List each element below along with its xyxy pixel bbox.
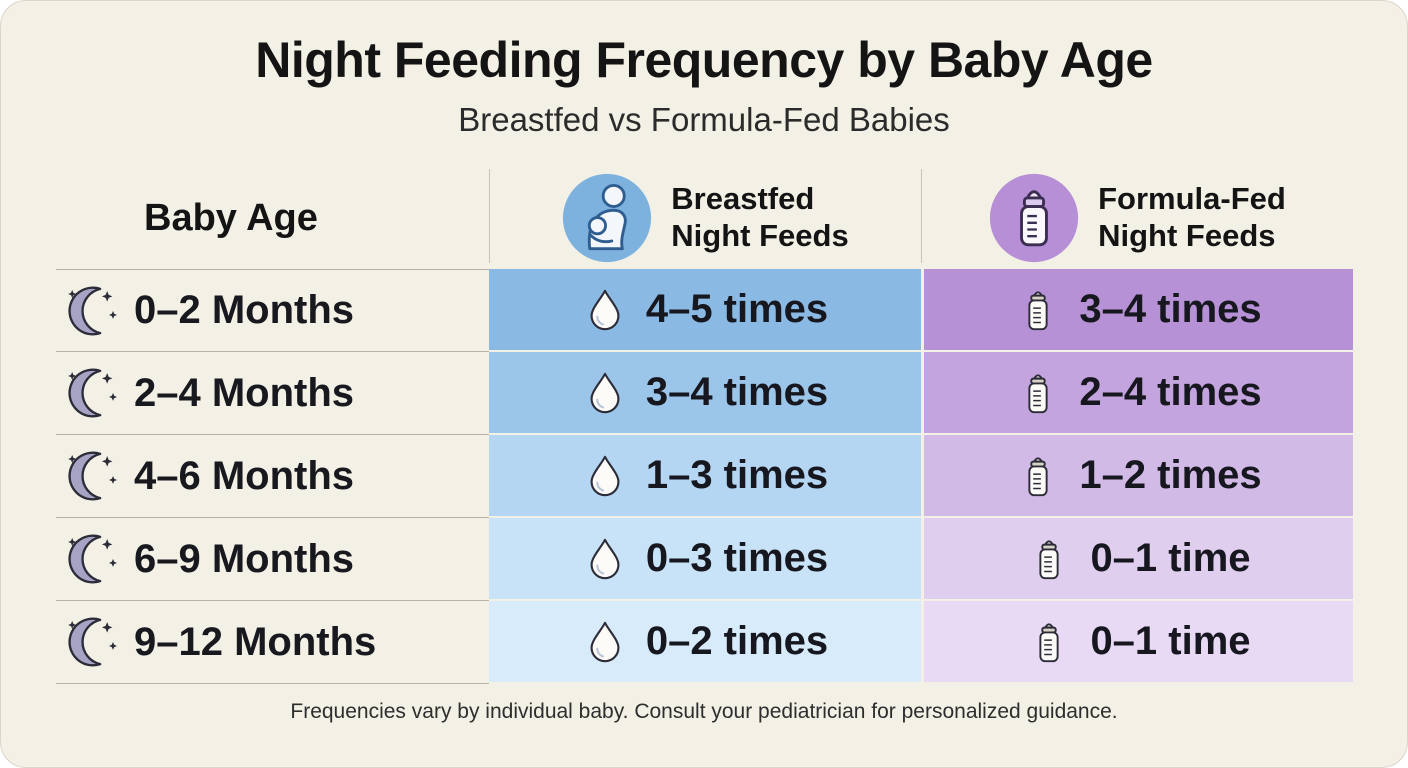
breastfed-cell: 1–3 times: [489, 435, 921, 518]
formula-cell: 1–2 times: [921, 435, 1353, 518]
breastfed-cell: 4–5 times: [489, 269, 921, 352]
milk-drop-icon: [582, 536, 628, 582]
age-label: 2–4 Months: [134, 370, 355, 415]
page-title: Night Feeding Frequency by Baby Age: [255, 32, 1153, 88]
age-cell: 0–2 Months: [56, 269, 489, 352]
baby-bottle-icon: [1026, 536, 1072, 582]
breastfed-value: 0–3 times: [645, 536, 829, 580]
crescent-moon-icon: [64, 365, 120, 421]
formula-cell: 0–1 time: [921, 518, 1353, 601]
crescent-moon-icon: [64, 614, 120, 670]
formula-value: 2–4 times: [1079, 370, 1262, 414]
age-cell: 9–12 Months: [56, 601, 489, 684]
breastfed-value: 0–2 times: [645, 619, 829, 663]
breastfed-cell: 0–2 times: [489, 601, 921, 684]
breastfed-cell: 3–4 times: [489, 352, 921, 435]
age-label: 0–2 Months: [134, 288, 355, 332]
column-header-formula: Formula-Fed Night Feeds: [921, 167, 1353, 269]
table-row: 9–12 Months 0–2 times 0–1 time: [56, 601, 1353, 684]
header-divider: [489, 169, 490, 263]
baby-bottle-icon: [1015, 370, 1061, 416]
crescent-moon-icon: [64, 448, 120, 504]
header-divider: [921, 169, 922, 263]
breastfed-value: 4–5 times: [645, 287, 829, 331]
baby-bottle-icon: [988, 172, 1080, 264]
table-row: 2–4 Months 3–4 times 2–4 times: [56, 352, 1353, 435]
table-header-row: Baby Age Breastfed Night Feeds Formula-F…: [56, 167, 1353, 269]
formula-cell: 3–4 times: [921, 269, 1353, 352]
column-header-baby-age: Baby Age: [144, 196, 318, 239]
page-subtitle: Breastfed vs Formula-Fed Babies: [458, 101, 950, 138]
formula-value: 0–1 time: [1090, 619, 1251, 663]
breastfed-value: 1–3 times: [645, 453, 829, 497]
nursing-mother-icon: [561, 172, 653, 264]
age-label: 6–9 Months: [134, 536, 355, 581]
table-row: 0–2 Months 4–5 times 3–4 times: [56, 269, 1353, 352]
age-cell: 4–6 Months: [56, 435, 489, 518]
breastfed-cell: 0–3 times: [489, 518, 921, 601]
column-header-breastfed: Breastfed Night Feeds: [489, 167, 921, 269]
feeding-frequency-table: Baby Age Breastfed Night Feeds Formula-F…: [56, 167, 1353, 684]
baby-bottle-icon: [1026, 619, 1072, 665]
breastfed-value: 3–4 times: [645, 370, 829, 414]
formula-value: 1–2 times: [1079, 453, 1262, 497]
age-label: 9–12 Months: [134, 619, 377, 664]
milk-drop-icon: [582, 370, 628, 416]
age-cell: 6–9 Months: [56, 518, 489, 601]
footnote: Frequencies vary by individual baby. Con…: [290, 700, 1118, 723]
milk-drop-icon: [582, 287, 628, 333]
baby-bottle-icon: [1015, 287, 1061, 333]
age-label: 4–6 Months: [134, 453, 355, 498]
age-cell: 2–4 Months: [56, 352, 489, 435]
formula-value: 3–4 times: [1079, 287, 1262, 331]
table-row: 4–6 Months 1–3 times 1–2 times: [56, 435, 1353, 518]
formula-value: 0–1 time: [1090, 536, 1251, 580]
crescent-moon-icon: [64, 283, 120, 339]
baby-bottle-icon: [1015, 453, 1061, 499]
formula-header-label: Formula-Fed Night Feeds: [1098, 181, 1286, 253]
formula-cell: 0–1 time: [921, 601, 1353, 684]
breastfed-header-label: Breastfed Night Feeds: [671, 181, 849, 253]
table-row: 6–9 Months 0–3 times 0–1 time: [56, 518, 1353, 601]
milk-drop-icon: [582, 619, 628, 665]
crescent-moon-icon: [64, 531, 120, 587]
formula-cell: 2–4 times: [921, 352, 1353, 435]
milk-drop-icon: [582, 453, 628, 499]
